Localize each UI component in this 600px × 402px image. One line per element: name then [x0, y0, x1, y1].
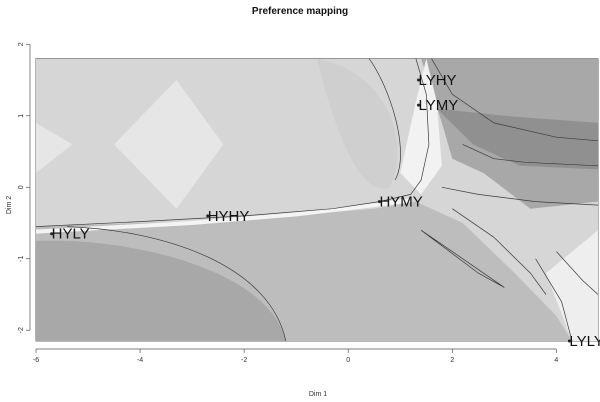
point-label-hyly: HYLY: [52, 226, 90, 243]
contour-center: [368, 58, 401, 181]
contour-diagonal: [452, 208, 547, 295]
y-tick-label: 1: [18, 114, 25, 118]
region-band: [36, 198, 411, 234]
heatmap-regions: [36, 58, 598, 341]
region-left-edge: [36, 122, 73, 173]
contour-right-mid: [462, 144, 598, 167]
point-marker: [416, 103, 420, 107]
point-marker: [567, 339, 571, 343]
y-tick-label: -2: [18, 327, 25, 333]
point-labels: LYHY LYMY HYMY HYHY HYLY LYLY: [50, 72, 600, 350]
region-left-diamond: [114, 80, 224, 209]
contour-lower-right: [535, 258, 573, 341]
x-axis-label: Dim 1: [309, 391, 327, 398]
x-tick-label: 4: [554, 357, 558, 364]
point-label-hymy: HYMY: [379, 194, 422, 211]
x-tick-label: -4: [137, 357, 143, 364]
region-upper-right-core: [436, 108, 598, 170]
region-lower-right: [546, 230, 598, 341]
region-ridge: [400, 58, 442, 195]
x-tick-label: 0: [346, 357, 350, 364]
point-marker: [50, 232, 54, 236]
y-tick-label: 0: [18, 185, 25, 189]
x-tick-label: -2: [241, 357, 247, 364]
point-label-lyhy: LYHY: [418, 72, 456, 89]
contour-ridge: [36, 58, 430, 227]
contour-small-loop: [420, 229, 505, 288]
point-label-lymy: LYMY: [418, 97, 458, 114]
x-axis: -6 -4 -2 0 2 4: [33, 348, 558, 364]
point-label-lyly: LYLY: [569, 333, 600, 350]
contour-upper-right: [431, 58, 598, 142]
y-axis: -2 -1 0 1 2: [18, 42, 31, 333]
point-marker: [206, 214, 210, 218]
x-tick-label: 2: [450, 357, 454, 364]
contour-lines: [36, 58, 598, 341]
chart-title: Preference mapping: [252, 6, 348, 17]
point-marker: [377, 200, 381, 204]
contour-lower-left: [67, 226, 287, 341]
x-tick-label: -6: [33, 357, 39, 364]
contour-edge: [556, 251, 598, 295]
y-tick-label: -1: [18, 256, 25, 262]
point-label-hyhy: HYHY: [208, 208, 250, 225]
y-axis-label: Dim 2: [6, 196, 13, 214]
region-lower-left: [36, 240, 286, 341]
y-tick-label: 2: [18, 42, 25, 46]
contour-right-low: [441, 186, 598, 206]
point-marker: [416, 78, 420, 82]
region-center-lobe: [317, 58, 398, 189]
plot-area: [35, 58, 599, 342]
